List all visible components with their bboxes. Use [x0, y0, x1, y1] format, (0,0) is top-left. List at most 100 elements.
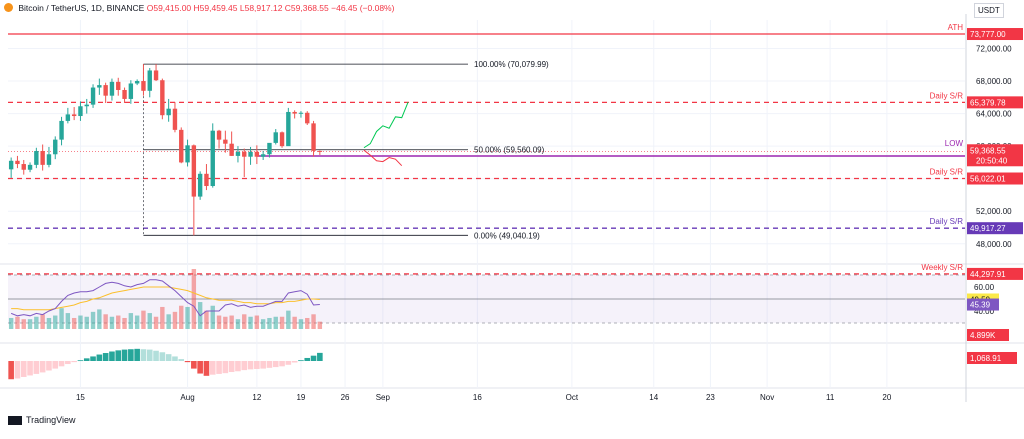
macd-hist-bar — [153, 350, 159, 361]
time-tick-label: 23 — [706, 393, 715, 402]
fib-retracement: 100.00% (70,079.99) 50.00% (59,560.09) 0.0… — [143, 60, 549, 240]
candle-body — [21, 164, 26, 170]
close-value: C59,368.55 — [284, 3, 329, 13]
volume-bar — [273, 316, 278, 329]
candle-body — [153, 70, 159, 81]
volume-bar — [84, 316, 89, 329]
candle-body — [185, 145, 190, 163]
last-price-tag-bg — [967, 144, 1023, 167]
last-price-tag: 59,368.55 — [970, 146, 1006, 155]
candle-body — [248, 151, 253, 157]
time-tick-label: Nov — [760, 393, 774, 402]
countdown-tag: 20:50:40 — [976, 156, 1008, 165]
macd-hist-bar — [33, 361, 40, 374]
candle-body — [267, 142, 272, 155]
fib-label: 50.00% (59,560.09) — [474, 146, 545, 155]
macd-hist-bar — [191, 361, 197, 369]
macd-hist-bar — [235, 361, 241, 372]
level-tag: 73,777.00 — [970, 30, 1006, 39]
macd-hist-bar — [52, 361, 59, 369]
volume-bar — [160, 306, 165, 329]
macd-hist-bar — [140, 349, 147, 361]
macd-hist-bar — [96, 354, 103, 361]
candle-body — [260, 154, 266, 157]
rsi-tick-label: 40.00 — [974, 307, 995, 316]
volume-bar — [141, 310, 146, 329]
macd-hist-bar — [216, 361, 222, 374]
candle-body — [204, 173, 209, 187]
candle-body — [311, 123, 316, 151]
macd-hist-bar — [159, 352, 166, 361]
tradingview-brand[interactable]: TradingView — [8, 415, 76, 425]
macd-hist-bar — [46, 361, 52, 371]
macd-hist-bar — [102, 353, 109, 361]
level-lines: ATH Daily S/R Daily S/R Daily S/R Weekly S/R… — [8, 23, 965, 275]
candle-body — [15, 160, 20, 165]
candle-body — [46, 154, 52, 165]
macd-hist-bar — [241, 361, 248, 371]
candle-body — [109, 81, 115, 96]
volume-bar — [116, 315, 121, 329]
level-tag: 44,297.91 — [970, 270, 1006, 279]
volume-bar — [229, 315, 234, 329]
volume-bar — [109, 316, 115, 329]
candle-body — [40, 151, 45, 165]
candle-body — [235, 151, 241, 156]
symbol-label: Bitcoin / TetherUS, 1D, BINANCE — [18, 3, 145, 13]
candle-body — [286, 111, 291, 147]
volume-bar — [97, 309, 102, 329]
macd-hist-bar — [83, 358, 90, 361]
candle-body — [141, 81, 146, 91]
macd-hist-bar — [115, 350, 122, 361]
macd-hist-bar — [20, 361, 27, 377]
level-name: Daily S/R — [930, 217, 964, 226]
level-name: Daily S/R — [930, 91, 964, 100]
candle-body — [223, 139, 228, 144]
macd-hist-bar — [58, 361, 65, 367]
macd-hist-bar — [71, 361, 77, 363]
macd-hist-bar — [165, 354, 172, 361]
level-name: ATH — [948, 23, 964, 32]
time-tick-label: 20 — [882, 393, 891, 402]
candle-body — [242, 151, 247, 157]
price-axis: 48,000.0052,000.0056,000.0060,000.0064,0… — [965, 14, 1023, 402]
macd-hist-bar — [134, 348, 140, 361]
volume-bar — [153, 316, 159, 329]
macd-hist-bar — [8, 361, 14, 380]
candle-body — [292, 111, 297, 114]
candle-body — [27, 164, 33, 170]
rsi-tag: 45.39 — [970, 301, 991, 310]
currency-button[interactable]: USDT — [974, 3, 1004, 18]
rsi-tick-label: 60.00 — [974, 283, 995, 292]
macd-hist-bar — [298, 360, 304, 362]
rsi-line — [10, 279, 320, 317]
time-tick-label: 14 — [649, 393, 658, 402]
low-label: LOW — [945, 139, 964, 148]
candle-body — [84, 104, 89, 107]
time-tick-label: Oct — [566, 393, 579, 402]
candle-body — [273, 132, 278, 143]
candle-body — [179, 129, 184, 163]
level-tag-bg — [967, 28, 1023, 41]
volume-bar — [78, 315, 83, 329]
volume-bar — [248, 316, 253, 329]
macd-hist-bar — [279, 361, 285, 367]
projection-paths — [363, 102, 409, 167]
candle-body — [103, 85, 108, 96]
volume-bar — [242, 314, 247, 329]
time-tick-label: 26 — [341, 393, 350, 402]
macd-hist-bar — [317, 352, 323, 361]
change-value: −46.45 (−0.08%) — [331, 3, 395, 13]
volume-bar — [147, 313, 152, 329]
macd-hist-bar — [285, 361, 292, 365]
volume-bar — [46, 317, 52, 329]
price-tick-label: 72,000.00 — [976, 44, 1012, 53]
time-tick-label: 15 — [76, 393, 85, 402]
candle-body — [298, 112, 304, 114]
candle-body — [210, 130, 215, 187]
volume-bar — [260, 319, 266, 329]
level-tag: 56,022.01 — [970, 175, 1006, 184]
time-tick-label: 12 — [252, 393, 261, 402]
candle-body — [305, 112, 310, 124]
